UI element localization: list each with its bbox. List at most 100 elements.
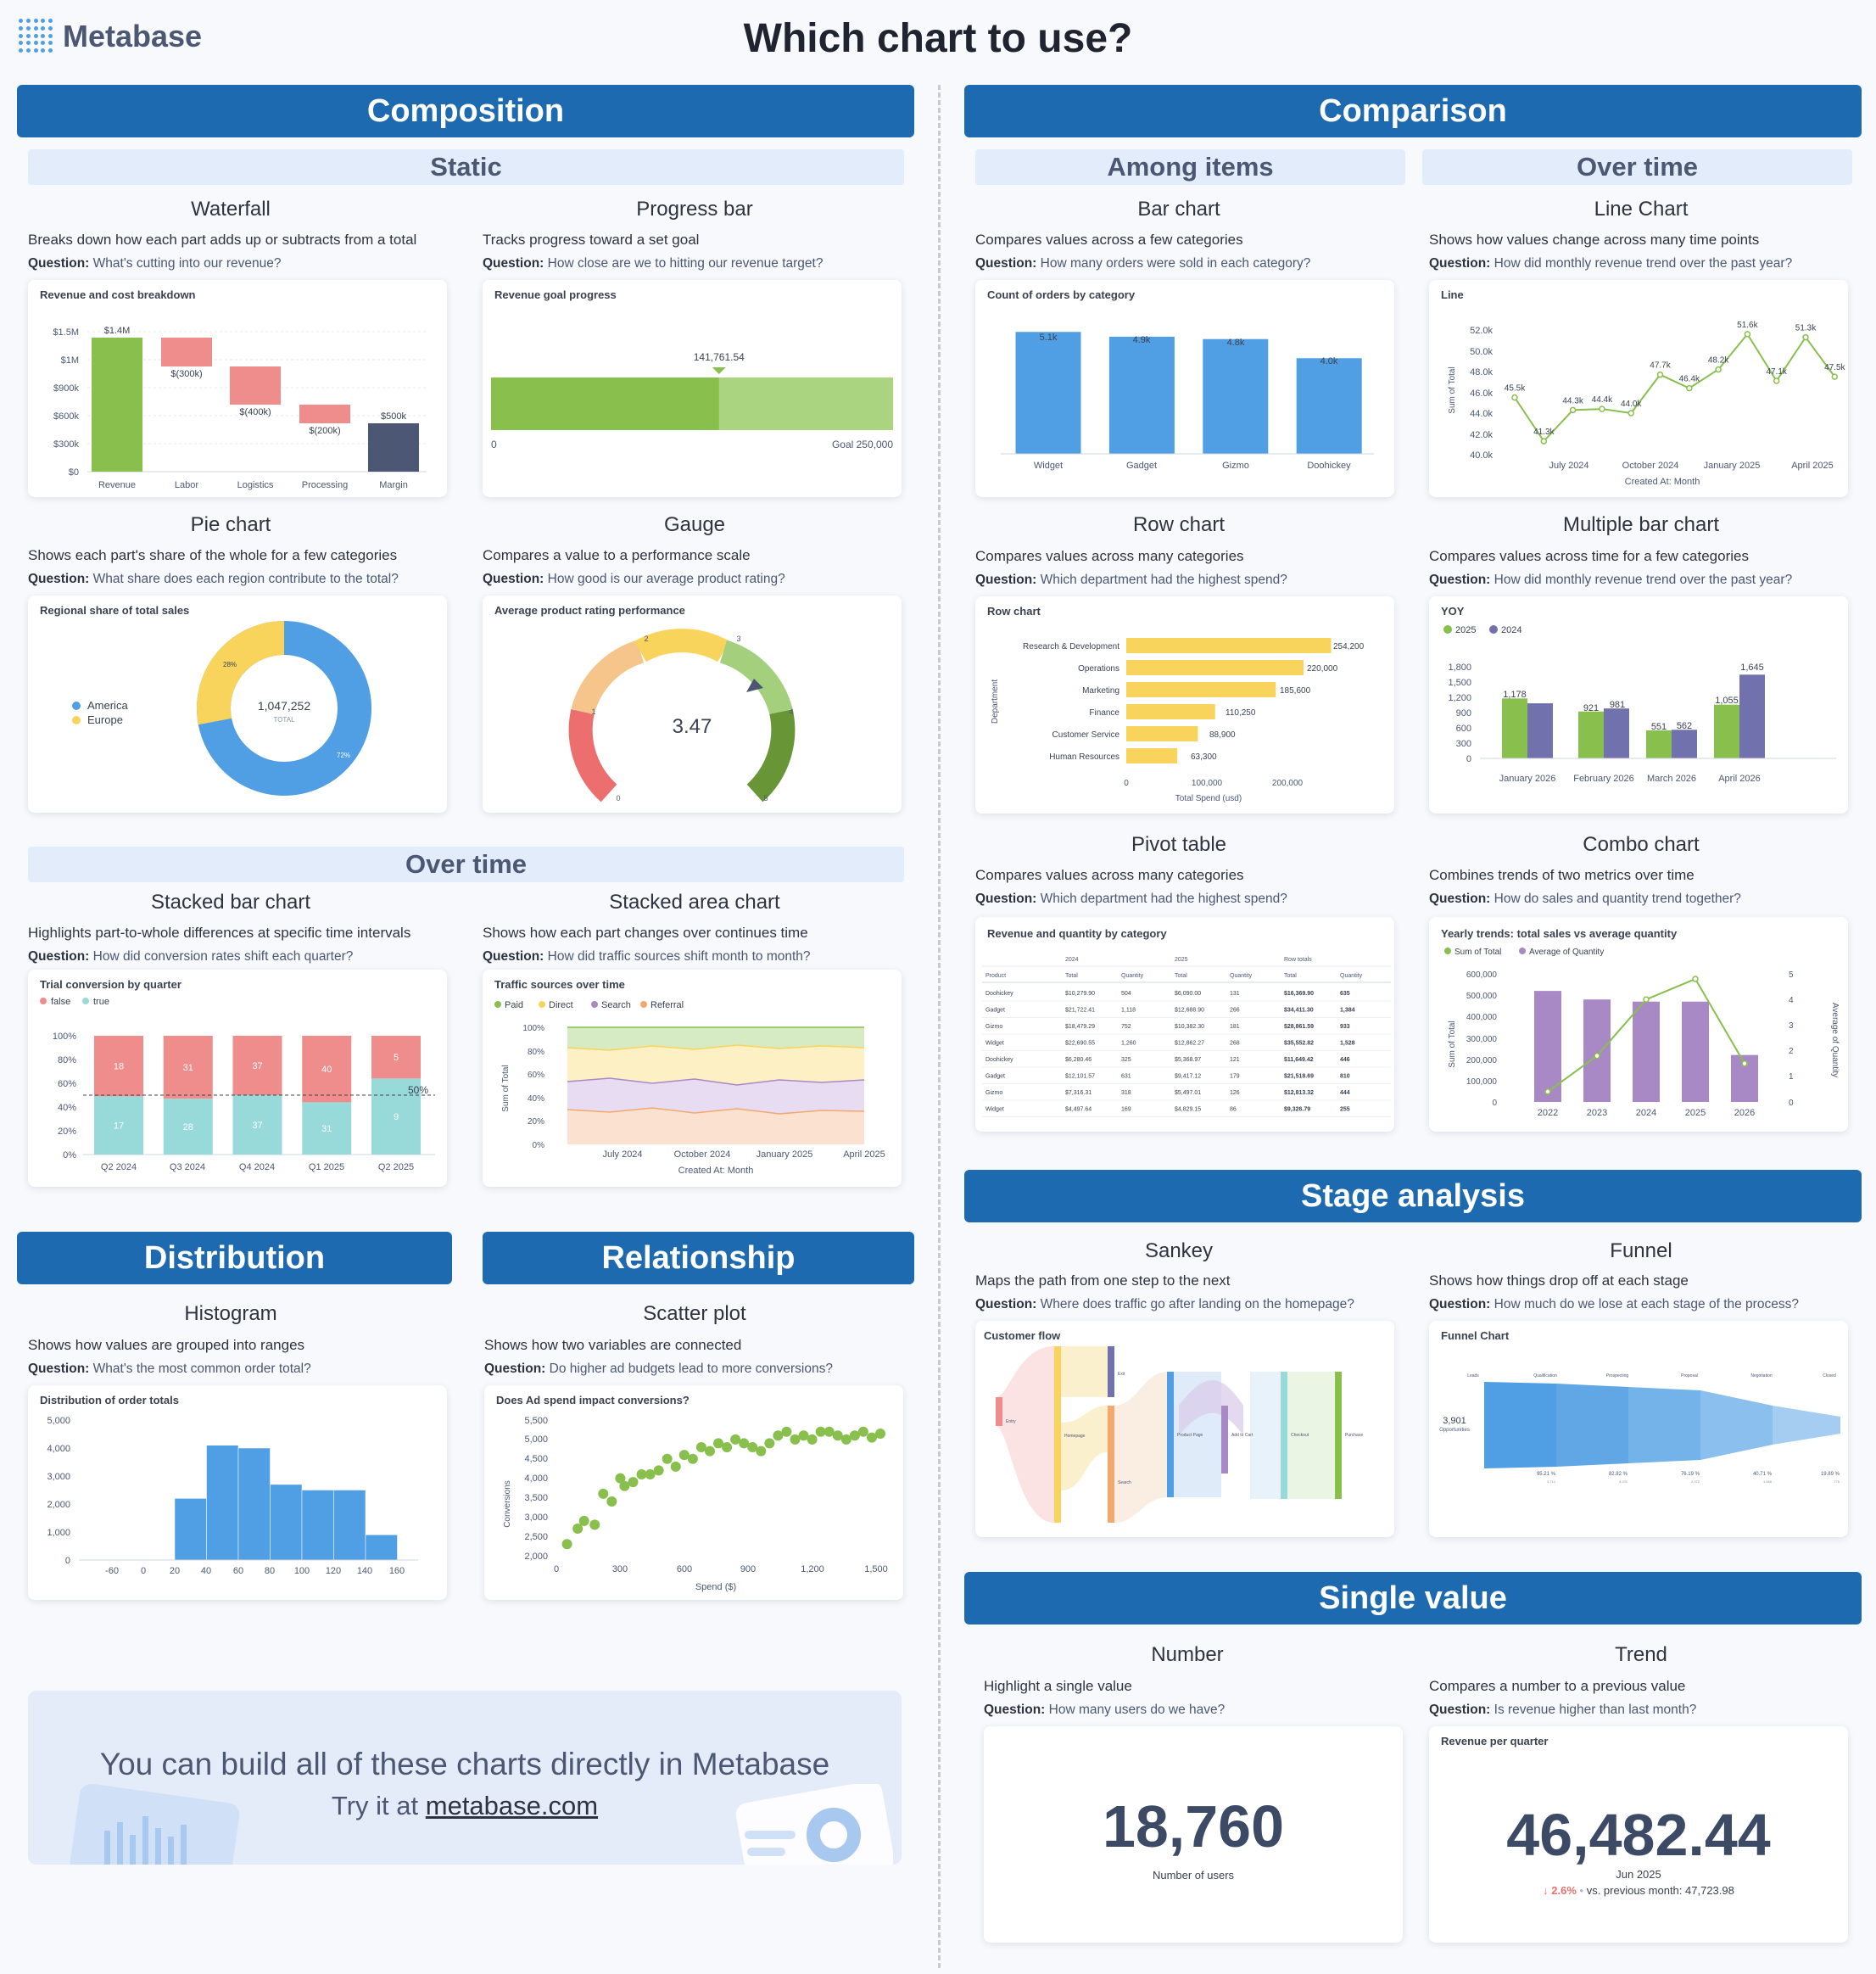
waterfall-label: $(400k): [239, 407, 271, 417]
gauge-card[interactable]: Average product rating performance 3.47 …: [483, 596, 902, 813]
scatter-point: [572, 1524, 583, 1534]
combo-ylabel: Sum of Total: [1448, 1021, 1457, 1067]
line-label: 51.6k: [1737, 321, 1758, 330]
pivot-cell: $10,279.90: [1065, 991, 1095, 997]
stacked-bar-card[interactable]: Trial conversion by quarter false true 1…: [28, 970, 447, 1187]
sc-xtick: 900: [740, 1564, 756, 1574]
scatter-point: [636, 1469, 647, 1479]
line-series: [1514, 333, 1836, 443]
subsection-over-time-right: Over time: [1422, 149, 1852, 185]
combo-card[interactable]: Yearly trends: total sales vs average qu…: [1429, 917, 1848, 1132]
sb-ytick: 80%: [58, 1055, 76, 1065]
mb-xtick: April 2026: [1718, 774, 1761, 784]
stacked-bar-false: [232, 1036, 282, 1095]
combo-title: Combo chart: [1583, 833, 1700, 856]
sc-ytick: 2,500: [524, 1532, 548, 1542]
row-card[interactable]: Row chart Department Research & Developm…: [975, 596, 1394, 814]
sankey-question: Question: Where does traffic go after la…: [975, 1297, 1354, 1311]
funnel-title: Funnel: [1610, 1239, 1672, 1262]
number-card[interactable]: 18,760 Number of users: [984, 1726, 1403, 1943]
funnel-start-label: Opportunities: [1439, 1428, 1470, 1433]
gauge-tick: 0: [616, 794, 620, 802]
waterfall-ytick: $1.5M: [53, 327, 79, 338]
legend-2024: 2024: [1501, 625, 1521, 635]
row-bar: [1126, 704, 1215, 719]
promo-headline: You can build all of these charts direct…: [99, 1747, 830, 1781]
pivot-col: Quantity: [1340, 973, 1363, 979]
combo-line-point: [1544, 1088, 1551, 1095]
sankey-node-purchase: [1335, 1372, 1342, 1499]
pivot-cell: 126: [1230, 1090, 1240, 1096]
legend-dot-referral: [640, 1001, 647, 1008]
waterfall-bar-labor: [161, 338, 212, 366]
scatter-point: [687, 1453, 698, 1464]
hist-xtick: 40: [201, 1566, 211, 1576]
section-distribution: Distribution: [17, 1232, 452, 1284]
pie-total: 1,047,252: [258, 699, 310, 713]
waterfall-card[interactable]: Revenue and cost breakdown $1.5M $1M $90…: [28, 280, 447, 497]
metabase-logo[interactable]: Metabase: [19, 19, 202, 54]
combo-ytick: 100,000: [1466, 1077, 1498, 1087]
combo-card-title: Yearly trends: total sales vs average qu…: [1441, 927, 1678, 940]
pivot-card[interactable]: Revenue and quantity by category 2024 20…: [975, 917, 1394, 1132]
pivot-cell: Gizmo: [985, 1090, 1002, 1096]
pivot-cell: $6,280.46: [1065, 1057, 1092, 1063]
sankey-card[interactable]: Customer flow Entry Homepage Exit Search…: [975, 1321, 1394, 1537]
multi-bar-marks: [1502, 674, 1765, 758]
stacked-bar-label-true: 17: [114, 1121, 124, 1132]
mb-xtick: March 2026: [1647, 774, 1696, 784]
multi-bar-card[interactable]: YOY 2025 2024 1,800 1,500 1,200 900 600 …: [1429, 596, 1848, 814]
bar-card[interactable]: Count of orders by category 5.1k 4.9k 4.…: [975, 280, 1394, 497]
combo-marks: [1534, 976, 1758, 1102]
combo-y2tick: 1: [1789, 1072, 1794, 1082]
bar-question: Question: How many orders were sold in e…: [975, 256, 1311, 271]
pie-chart: America Europe 1,047,252 TOTAL 72% 28%: [72, 621, 371, 796]
legend-true: true: [93, 997, 109, 1007]
funnel-stage: Leads: [1467, 1373, 1479, 1378]
combo-y2tick: 3: [1789, 1021, 1794, 1031]
sankey-label: Checkout: [1291, 1433, 1309, 1438]
combo-ytick: 200,000: [1466, 1056, 1498, 1065]
histogram-bar: [270, 1484, 303, 1561]
row-question: Question: Which department had the highe…: [975, 573, 1287, 587]
pivot-cell: 444: [1340, 1090, 1350, 1096]
progress-min: 0: [491, 439, 497, 450]
progress-card[interactable]: Revenue goal progress 141,761.54 0 Goal …: [483, 280, 902, 497]
scatter-card[interactable]: Does Ad spend impact conversions? Conver…: [484, 1385, 903, 1600]
stacked-area-card[interactable]: Traffic sources over time Paid Direct Se…: [483, 970, 902, 1187]
pivot-cell: $34,411.30: [1284, 1008, 1314, 1014]
hist-ytick: 2,000: [47, 1500, 70, 1510]
combo-xtick: 2023: [1587, 1108, 1607, 1118]
funnel-card[interactable]: Funnel Chart Leads Qualification Prospec…: [1429, 1321, 1848, 1537]
pie-card[interactable]: Regional share of total sales America Eu…: [28, 596, 447, 813]
scatter-point: [561, 1539, 572, 1550]
gauge-seg-2-3: [634, 629, 729, 663]
sankey-node-entry: [996, 1397, 1002, 1426]
row-marks: [1126, 638, 1332, 763]
promo-link[interactable]: metabase.com: [425, 1791, 599, 1820]
scatter-point: [807, 1434, 818, 1445]
histogram-card[interactable]: Distribution of order totals 5,000 4,000…: [28, 1385, 447, 1600]
sankey-label: Exit: [1118, 1372, 1125, 1377]
scatter-point: [832, 1430, 843, 1441]
gauge-needle: [746, 679, 763, 692]
trend-card[interactable]: Revenue per quarter 46,482.44 Jun 2025 ↓…: [1429, 1726, 1848, 1943]
sa-xtick: January 2025: [757, 1149, 813, 1160]
line-card[interactable]: Line Sum of Total 52.0k 50.0k 48.0k 46.0…: [1429, 280, 1848, 497]
number-question: Question: How many users do we have?: [984, 1703, 1226, 1717]
stacked-bar-goal-label: 50%: [408, 1084, 428, 1096]
pivot-cell: 933: [1340, 1024, 1350, 1030]
bar-xtick: Gadget: [1126, 461, 1157, 471]
pivot-cell: $16,369.90: [1284, 991, 1314, 997]
row-bar: [1126, 660, 1304, 675]
legend-referral: Referral: [650, 1000, 684, 1010]
sankey-flow: [1179, 1380, 1243, 1435]
funnel-stage: Closed: [1823, 1373, 1836, 1378]
line-point: [1540, 438, 1548, 445]
waterfall-bar-margin: [368, 423, 419, 472]
row-desc: Compares values across many categories: [975, 548, 1244, 564]
waterfall-title: Waterfall: [191, 198, 271, 221]
combo-y2tick: 0: [1789, 1099, 1794, 1108]
pivot-cell: 131: [1230, 991, 1240, 997]
waterfall-label: $500k: [381, 411, 406, 422]
